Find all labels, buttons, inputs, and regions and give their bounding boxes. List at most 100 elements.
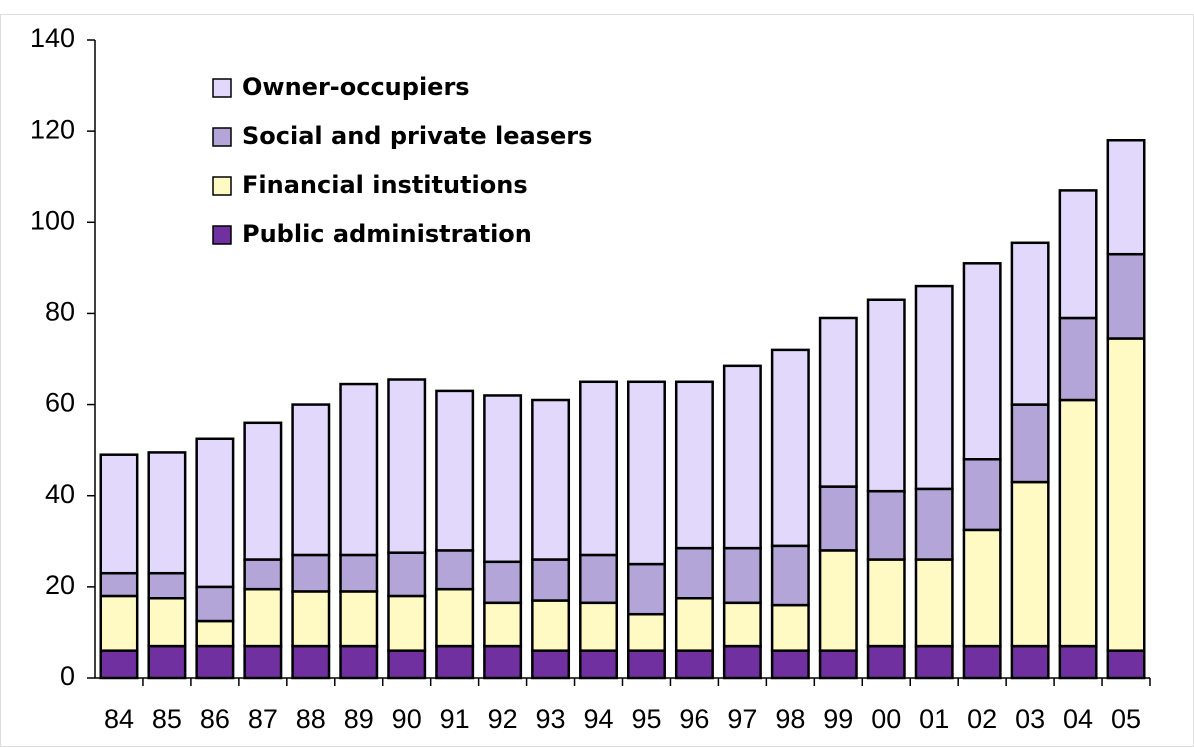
bar-segment [579, 601, 618, 652]
bar-segment [627, 380, 666, 566]
x-tick-label: 91 [440, 704, 470, 734]
bar-segment [147, 644, 187, 680]
x-tick-label: 02 [967, 704, 997, 734]
bar-segment [531, 599, 571, 652]
bar-segment [291, 590, 331, 648]
bar-segment [1106, 252, 1146, 340]
bar-segment [674, 380, 714, 550]
x-tick-label: 89 [344, 704, 374, 734]
y-tick-label: 40 [45, 479, 75, 509]
bar-segment [1058, 316, 1098, 402]
bar-segment [243, 421, 283, 561]
x-tick-label: 97 [727, 704, 757, 734]
x-tick-label: 86 [200, 704, 230, 734]
y-tick-label: 140 [30, 23, 75, 53]
bar-segment [195, 437, 235, 589]
bar-segment [243, 587, 283, 648]
y-tick-label: 120 [30, 114, 75, 144]
x-tick-label: 03 [1015, 704, 1045, 734]
bar-segment [147, 597, 187, 648]
bar-segment [99, 453, 139, 575]
bar-segment [866, 489, 906, 561]
bar-segment [435, 644, 475, 680]
bar-segment [339, 553, 379, 593]
x-tick-label: 85 [152, 704, 182, 734]
bar-segment [435, 389, 475, 552]
bar-segment [531, 558, 571, 602]
x-tick-label: 04 [1063, 704, 1093, 734]
x-tick-label: 01 [919, 704, 949, 734]
bar-segment [483, 601, 523, 648]
bar-segment [387, 594, 427, 652]
bar-segment [962, 262, 1002, 461]
bar-segment [1106, 649, 1146, 680]
bar-segment [914, 558, 954, 648]
y-tick-label: 0 [60, 661, 75, 691]
x-tick-label: 95 [631, 704, 661, 734]
bar-segment [387, 378, 427, 554]
bar-segment [674, 649, 714, 680]
bar-segment [339, 382, 379, 557]
bar-segment [291, 403, 331, 557]
legend-label: Public administration [242, 220, 532, 248]
legend-swatch [212, 176, 232, 196]
x-tick-label: 96 [679, 704, 709, 734]
bar-segment [291, 553, 331, 593]
y-tick-label: 60 [45, 388, 75, 418]
legend-swatch [212, 78, 232, 98]
bar-segment [243, 558, 283, 591]
bar-segment [722, 644, 762, 680]
x-tick-label: 93 [536, 704, 566, 734]
bar-segment [866, 558, 906, 648]
bar-segment [962, 528, 1002, 648]
legend-label: Social and private leasers [242, 122, 592, 150]
bar-segment [1058, 398, 1098, 648]
bar-segment [195, 644, 235, 680]
legend-label: Owner-occupiers [242, 73, 470, 101]
bar-segment [291, 644, 331, 680]
bar-segment [770, 348, 810, 548]
x-tick-label: 88 [296, 704, 326, 734]
bar-segment [531, 649, 571, 680]
bar-segment [722, 601, 762, 648]
bar-segment [627, 562, 666, 616]
bar-segment [435, 549, 475, 591]
bar-segment [818, 649, 858, 680]
bar-segment [1010, 480, 1050, 648]
bar-segment [818, 549, 858, 652]
bar-segment [674, 546, 714, 600]
bar-segment [627, 612, 666, 652]
y-tick-label: 100 [30, 205, 75, 235]
x-tick-label: 98 [775, 704, 805, 734]
x-tick-label: 87 [248, 704, 278, 734]
bar-segment [147, 451, 187, 575]
bar-segment [770, 603, 810, 652]
x-tick-label: 05 [1111, 704, 1141, 734]
x-tick-label: 90 [392, 704, 422, 734]
bar-segment [914, 644, 954, 680]
bar-segment [531, 398, 571, 561]
bar-segment [1106, 139, 1146, 256]
y-tick-label: 80 [45, 297, 75, 327]
bar-segment [99, 571, 139, 598]
bar-segment [914, 284, 954, 491]
bar-segment [722, 546, 762, 605]
bar-segment [770, 649, 810, 680]
bar-segment [962, 644, 1002, 680]
bar-segment [339, 644, 379, 680]
bar-segment [770, 544, 810, 607]
legend-swatch [212, 127, 232, 147]
bar-segment [818, 485, 858, 552]
bar-segment [962, 458, 1002, 532]
x-tick-label: 94 [583, 704, 613, 734]
bar-segment [674, 597, 714, 652]
x-tick-label: 99 [823, 704, 853, 734]
bar-segment [866, 644, 906, 680]
bar-segment [579, 649, 618, 680]
bar-segment [1010, 241, 1050, 406]
bar-segment [387, 551, 427, 598]
x-tick-label: 92 [488, 704, 518, 734]
legend-label: Financial institutions [242, 171, 528, 199]
bar-segment [195, 585, 235, 623]
